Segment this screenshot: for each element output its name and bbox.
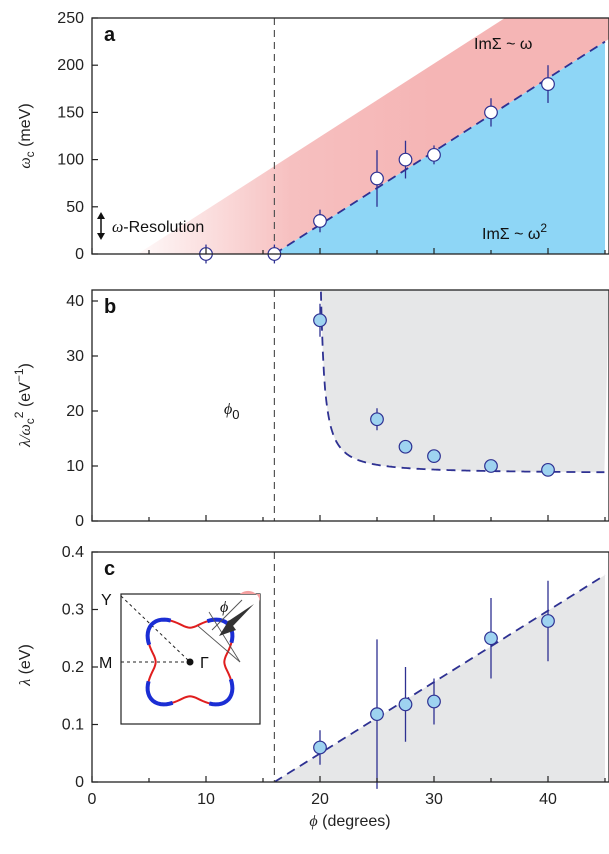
data-point: [313, 214, 327, 228]
y-axis-title-b: λ/ωc2 (eV−1): [12, 363, 37, 448]
panel-letter-b: b: [104, 296, 116, 318]
x-tick-label: 30: [425, 791, 443, 808]
data-point: [484, 105, 498, 120]
inset-label-phi: ϕ: [220, 599, 228, 616]
data-points-b: [313, 303, 555, 477]
data-points-a: [199, 65, 555, 264]
x-ticks-c: 0 10 20 30 40: [88, 776, 606, 808]
annotation-upper-region: ImΣ ~ ω: [474, 36, 532, 53]
data-point: [398, 152, 413, 167]
data-point: [370, 412, 384, 427]
axes-frame-a: [91, 17, 609, 255]
data-point: [370, 171, 384, 186]
data-point: [398, 697, 413, 712]
data-point: [541, 77, 555, 91]
data-point: [313, 313, 327, 328]
data-point: [484, 459, 498, 473]
fermi-surface-inset: Y M Γ ϕ: [99, 590, 261, 725]
x-tick-label: 0: [88, 791, 97, 808]
data-point: [541, 614, 555, 628]
y-tick-label: 0.1: [62, 717, 84, 734]
y-tick-label: 10: [66, 458, 84, 475]
y-tick-label: 150: [57, 104, 84, 121]
data-point: [313, 740, 327, 755]
data-point: [427, 449, 441, 464]
y-axis-title-a: ωc (meV): [17, 103, 37, 168]
inset-label-Y: Y: [101, 592, 112, 609]
gray-region-b: [318, 290, 609, 473]
y-ticks-b: 0 10 20 30 40: [66, 293, 98, 530]
x-ticks-b: [91, 515, 606, 521]
panel-letter-a: a: [104, 24, 116, 46]
y-tick-label: 0: [75, 513, 84, 530]
x-tick-label: 40: [539, 791, 557, 808]
y-tick-label: 0.2: [62, 659, 84, 676]
svg-text:ω-Resolution: ω-Resolution: [112, 219, 204, 236]
y-ticks-a: 0 50 100 150 200 250: [57, 10, 98, 263]
panel-b: 0 10 20 30 40 b ϕ0 λ/ωc2 (eV−1): [12, 289, 609, 530]
resolution-indicator: ω-Resolution: [97, 212, 204, 240]
x-tick-label: 10: [197, 791, 215, 808]
blue-region: [274, 41, 605, 254]
y-tick-label: 30: [66, 348, 84, 365]
data-point: [427, 694, 441, 709]
data-point: [427, 147, 441, 162]
y-tick-label: 0: [75, 774, 84, 791]
data-point: [370, 707, 384, 722]
inset-label-gamma: Γ: [200, 655, 209, 672]
data-points-c: [313, 580, 555, 789]
axes-frame-b: [91, 289, 609, 522]
panel-c: 0 0.1 0.2 0.3 0.4 0 10 20 30 40 c Y M Γ ϕ λ (eV): [17, 544, 609, 830]
pink-region: [137, 18, 609, 254]
data-point: [484, 631, 498, 646]
y-tick-label: 0: [75, 246, 84, 263]
y-tick-label: 200: [57, 57, 84, 74]
y-axis-title-c: λ (eV): [17, 644, 34, 687]
y-tick-label: 40: [66, 293, 84, 310]
fit-curve-b: [319, 290, 605, 474]
x-ticks-a: [91, 248, 606, 254]
y-tick-label: 0.3: [62, 602, 84, 619]
x-tick-label: 20: [311, 791, 329, 808]
annotation-phi0: ϕ0: [224, 401, 240, 422]
x-axis-title: ϕ (degrees): [309, 813, 390, 830]
panel-a: 0 50 100 150 200 250 a ImΣ ~ ω ImΣ ~ ω2 ω-Res…: [17, 10, 609, 264]
y-tick-label: 0.4: [62, 544, 84, 561]
inset-label-M: M: [99, 655, 112, 672]
y-tick-label: 250: [57, 10, 84, 27]
y-tick-label: 100: [57, 152, 84, 169]
y-tick-label: 20: [66, 403, 84, 420]
y-ticks-c: 0 0.1 0.2 0.3 0.4: [62, 544, 98, 791]
panel-letter-c: c: [104, 558, 115, 580]
annotation-lower-region: ImΣ ~ ω2: [482, 221, 547, 243]
fit-line-c: [273, 574, 606, 782]
data-point: [398, 439, 413, 454]
data-point: [541, 462, 555, 477]
y-tick-label: 50: [66, 199, 84, 216]
fit-line-a: [273, 40, 606, 254]
